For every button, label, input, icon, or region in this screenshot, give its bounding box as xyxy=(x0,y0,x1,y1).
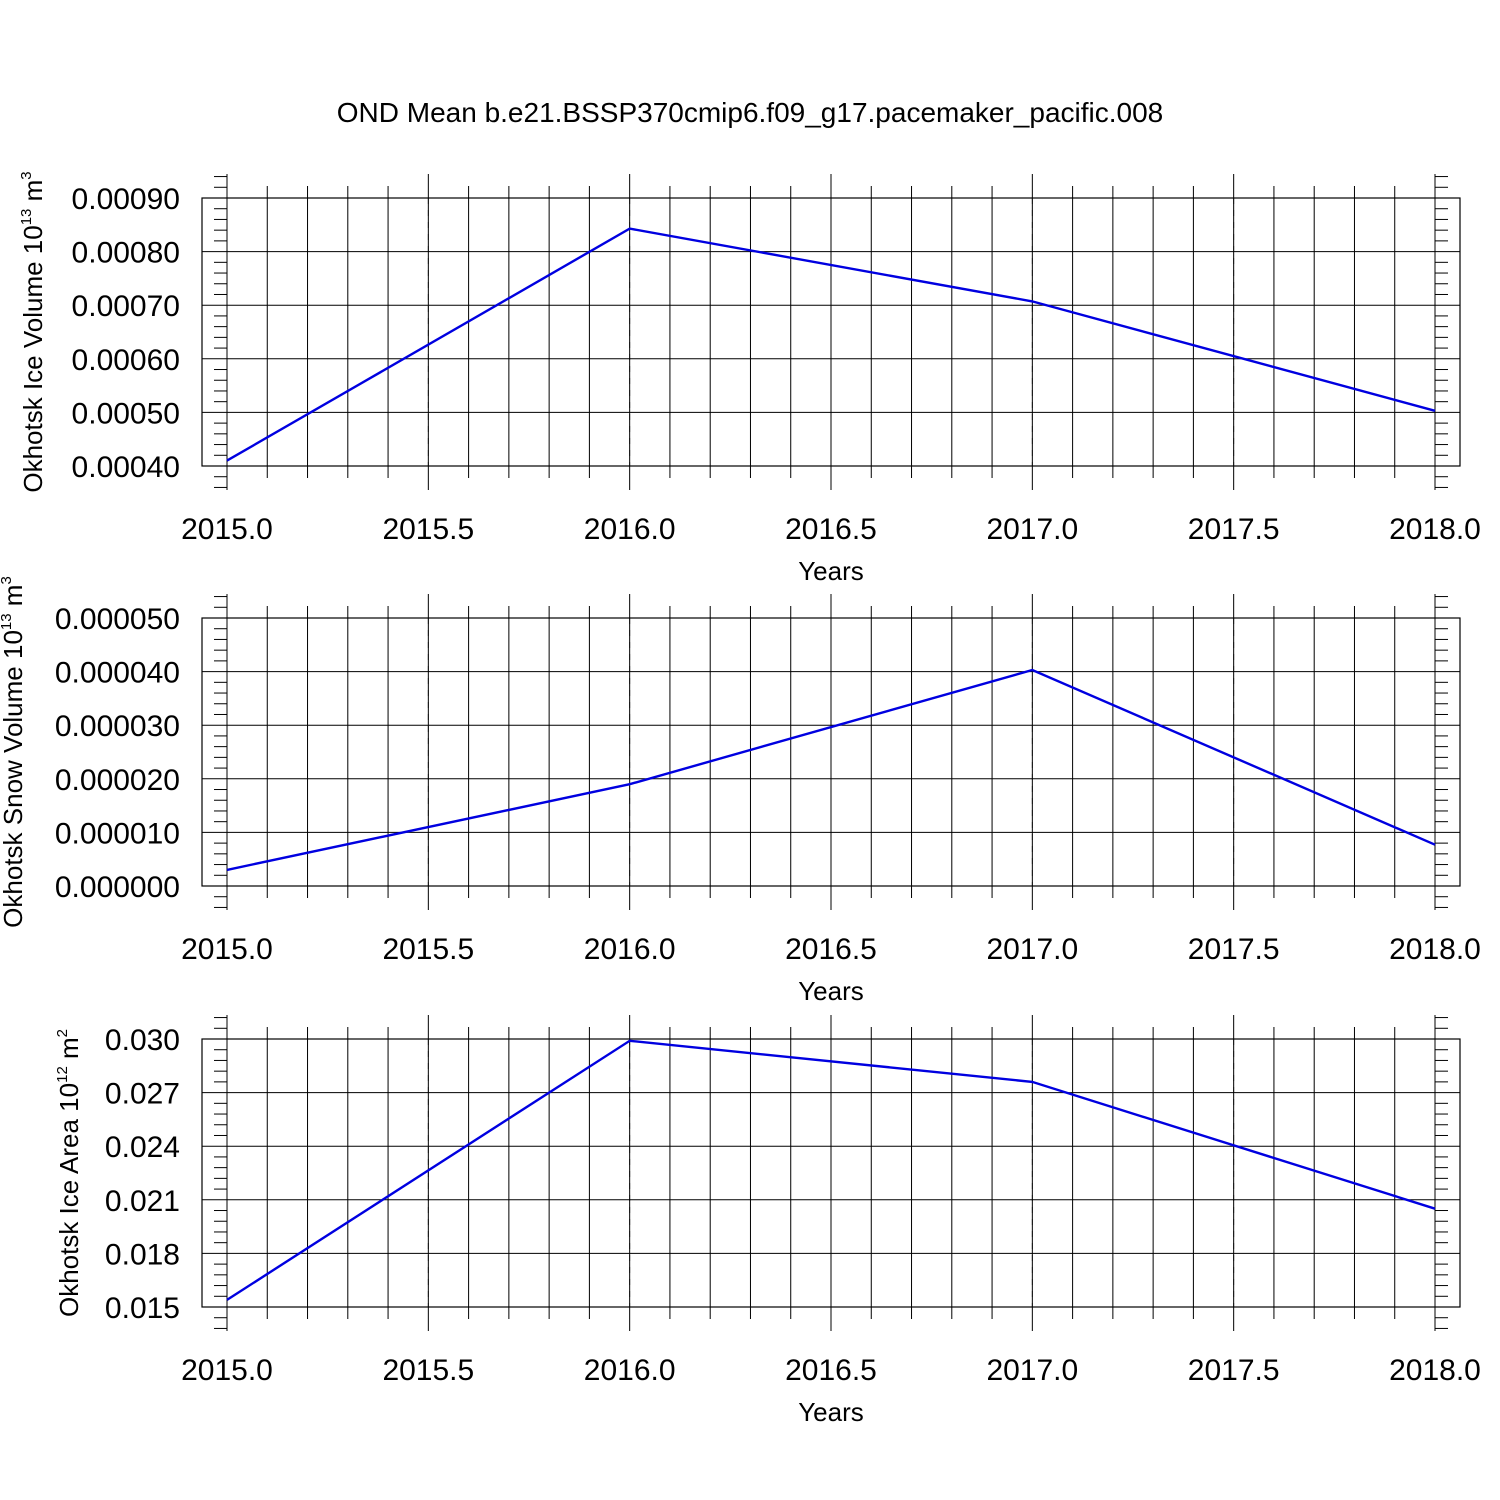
y-axis-title: Okhotsk Snow Volume 1013 m3 xyxy=(0,576,28,928)
chart-panel-1: 2015.0 2015.5 2016.0 2016.5 2017.0 2017.5 2018… xyxy=(18,171,1481,586)
y-tick-label: 0.00090 xyxy=(72,183,180,216)
x-tick-label: 2017.5 xyxy=(1188,513,1280,546)
y-tick-label: 0.00070 xyxy=(72,290,180,323)
chart-panel-2: 2015.0 2015.5 2016.0 2016.5 2017.0 2017.5 2018… xyxy=(0,576,1481,1006)
y-tick-label: 0.021 xyxy=(105,1185,180,1218)
y-tick-label: 0.00060 xyxy=(72,344,180,377)
x-axis-title: Years xyxy=(798,556,864,586)
y-tick-label: 0.000030 xyxy=(55,710,180,743)
x-tick-label: 2015.0 xyxy=(181,933,273,966)
series-line xyxy=(226,668,1436,872)
x-tick-label: 2017.5 xyxy=(1188,1354,1280,1387)
y-axis-title: Okhotsk Ice Volume 1013 m3 xyxy=(18,171,48,492)
y-tick-label: 0.00080 xyxy=(72,237,180,270)
y-tick-label: 0.000020 xyxy=(55,764,180,797)
y-axis-title: Okhotsk Ice Area 1012 m2 xyxy=(54,1029,84,1317)
x-tick-label: 2017.0 xyxy=(986,1354,1078,1387)
series-line xyxy=(226,1039,1436,1301)
x-tick-label: 2017.0 xyxy=(986,513,1078,546)
y-tick-label: 0.000000 xyxy=(55,871,180,904)
y-tick-label: 0.027 xyxy=(105,1078,180,1111)
y-tick-label: 0.00050 xyxy=(72,397,180,430)
y-tick-label: 0.015 xyxy=(105,1292,180,1325)
x-tick-label: 2016.5 xyxy=(785,1354,877,1387)
x-tick-label: 2015.5 xyxy=(382,933,474,966)
x-tick-label: 2018.0 xyxy=(1389,513,1481,546)
y-tick-label: 0.000040 xyxy=(55,657,180,690)
x-tick-label: 2016.5 xyxy=(785,513,877,546)
y-tick-label: 0.018 xyxy=(105,1238,180,1271)
y-tick-label: 0.000010 xyxy=(55,817,180,850)
x-tick-label: 2015.5 xyxy=(382,1354,474,1387)
y-tick-label: 0.000050 xyxy=(55,603,180,636)
x-tick-label: 2015.0 xyxy=(181,1354,273,1387)
x-tick-label: 2015.0 xyxy=(181,513,273,546)
x-axis-title: Years xyxy=(798,1397,864,1427)
x-axis-title: Years xyxy=(798,976,864,1006)
series-line xyxy=(226,227,1436,462)
x-tick-label: 2015.5 xyxy=(382,513,474,546)
y-tick-label: 0.030 xyxy=(105,1024,180,1057)
plot-frame xyxy=(201,617,1461,887)
x-tick-label: 2017.0 xyxy=(986,933,1078,966)
chart-panel-3: 2015.0 2015.5 2016.0 2016.5 2017.0 2017.5 2018… xyxy=(54,1015,1481,1427)
x-tick-label: 2016.5 xyxy=(785,933,877,966)
figure-title: OND Mean b.e21.BSSP370cmip6.f09_g17.pace… xyxy=(337,97,1164,128)
plot-frame xyxy=(201,197,1461,467)
x-tick-label: 2018.0 xyxy=(1389,933,1481,966)
x-tick-label: 2016.0 xyxy=(584,933,676,966)
panels: 2015.0 2015.5 2016.0 2016.5 2017.0 2017.5 2018… xyxy=(0,171,1481,1427)
x-tick-label: 2016.0 xyxy=(584,513,676,546)
y-tick-label: 0.024 xyxy=(105,1131,180,1164)
x-tick-label: 2016.0 xyxy=(584,1354,676,1387)
y-tick-label: 0.00040 xyxy=(72,451,180,484)
x-tick-label: 2017.5 xyxy=(1188,933,1280,966)
plot-frame xyxy=(201,1038,1461,1308)
x-tick-label: 2018.0 xyxy=(1389,1354,1481,1387)
